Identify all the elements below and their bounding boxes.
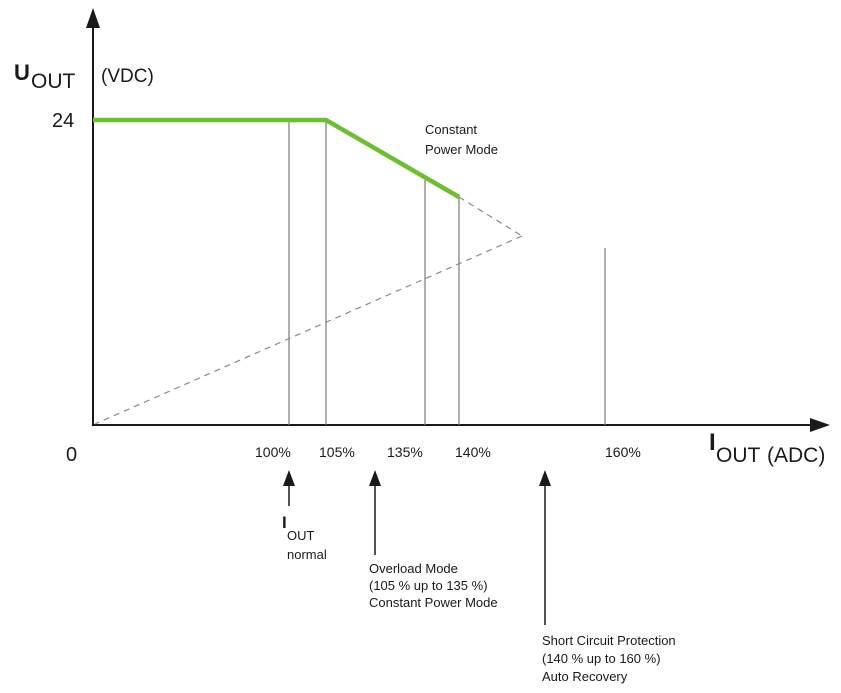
short-circuit-line2: (140 % up to 160 %) <box>542 651 661 666</box>
y-axis-arrow-icon <box>86 8 100 28</box>
x-axis-arrow-icon <box>810 418 830 432</box>
tick-label-135: 135% <box>387 444 423 460</box>
arrow-up-icon <box>369 470 381 486</box>
y-axis-subscript: OUT <box>31 70 76 93</box>
origin-label: 0 <box>66 444 77 466</box>
x-axis-symbol: I <box>709 429 716 456</box>
arrow-up-icon <box>539 470 551 486</box>
curve-label-line1: Constant <box>425 122 477 137</box>
x-axis-subscript: OUT <box>716 444 761 467</box>
normal-subscript: OUT <box>287 528 315 543</box>
tick-label-105: 105% <box>319 444 355 460</box>
dashed-foldback-upper <box>458 196 523 237</box>
tick-label-140: 140% <box>455 444 491 460</box>
short-circuit-line1: Short Circuit Protection <box>542 633 676 648</box>
normal-line2: normal <box>287 547 327 562</box>
y-axis-symbol: U <box>14 60 30 85</box>
y-tick-24: 24 <box>52 110 74 132</box>
tick-label-100: 100% <box>255 444 291 460</box>
output-voltage-curve <box>93 117 461 199</box>
arrow-up-icon <box>283 470 295 486</box>
dashed-foldback-lower <box>94 235 523 425</box>
overload-line2: (105 % up to 135 %) <box>369 578 488 593</box>
short-circuit-line3: Auto Recovery <box>542 669 628 684</box>
curve-label-line2: Power Mode <box>425 142 498 157</box>
overload-line1: Overload Mode <box>369 561 458 576</box>
y-axis-unit: (VDC) <box>101 66 154 87</box>
tick-label-160: 160% <box>605 444 641 460</box>
overload-line3: Constant Power Mode <box>369 595 498 610</box>
x-axis-unit: (ADC) <box>767 444 825 467</box>
normal-symbol: I <box>282 513 287 532</box>
